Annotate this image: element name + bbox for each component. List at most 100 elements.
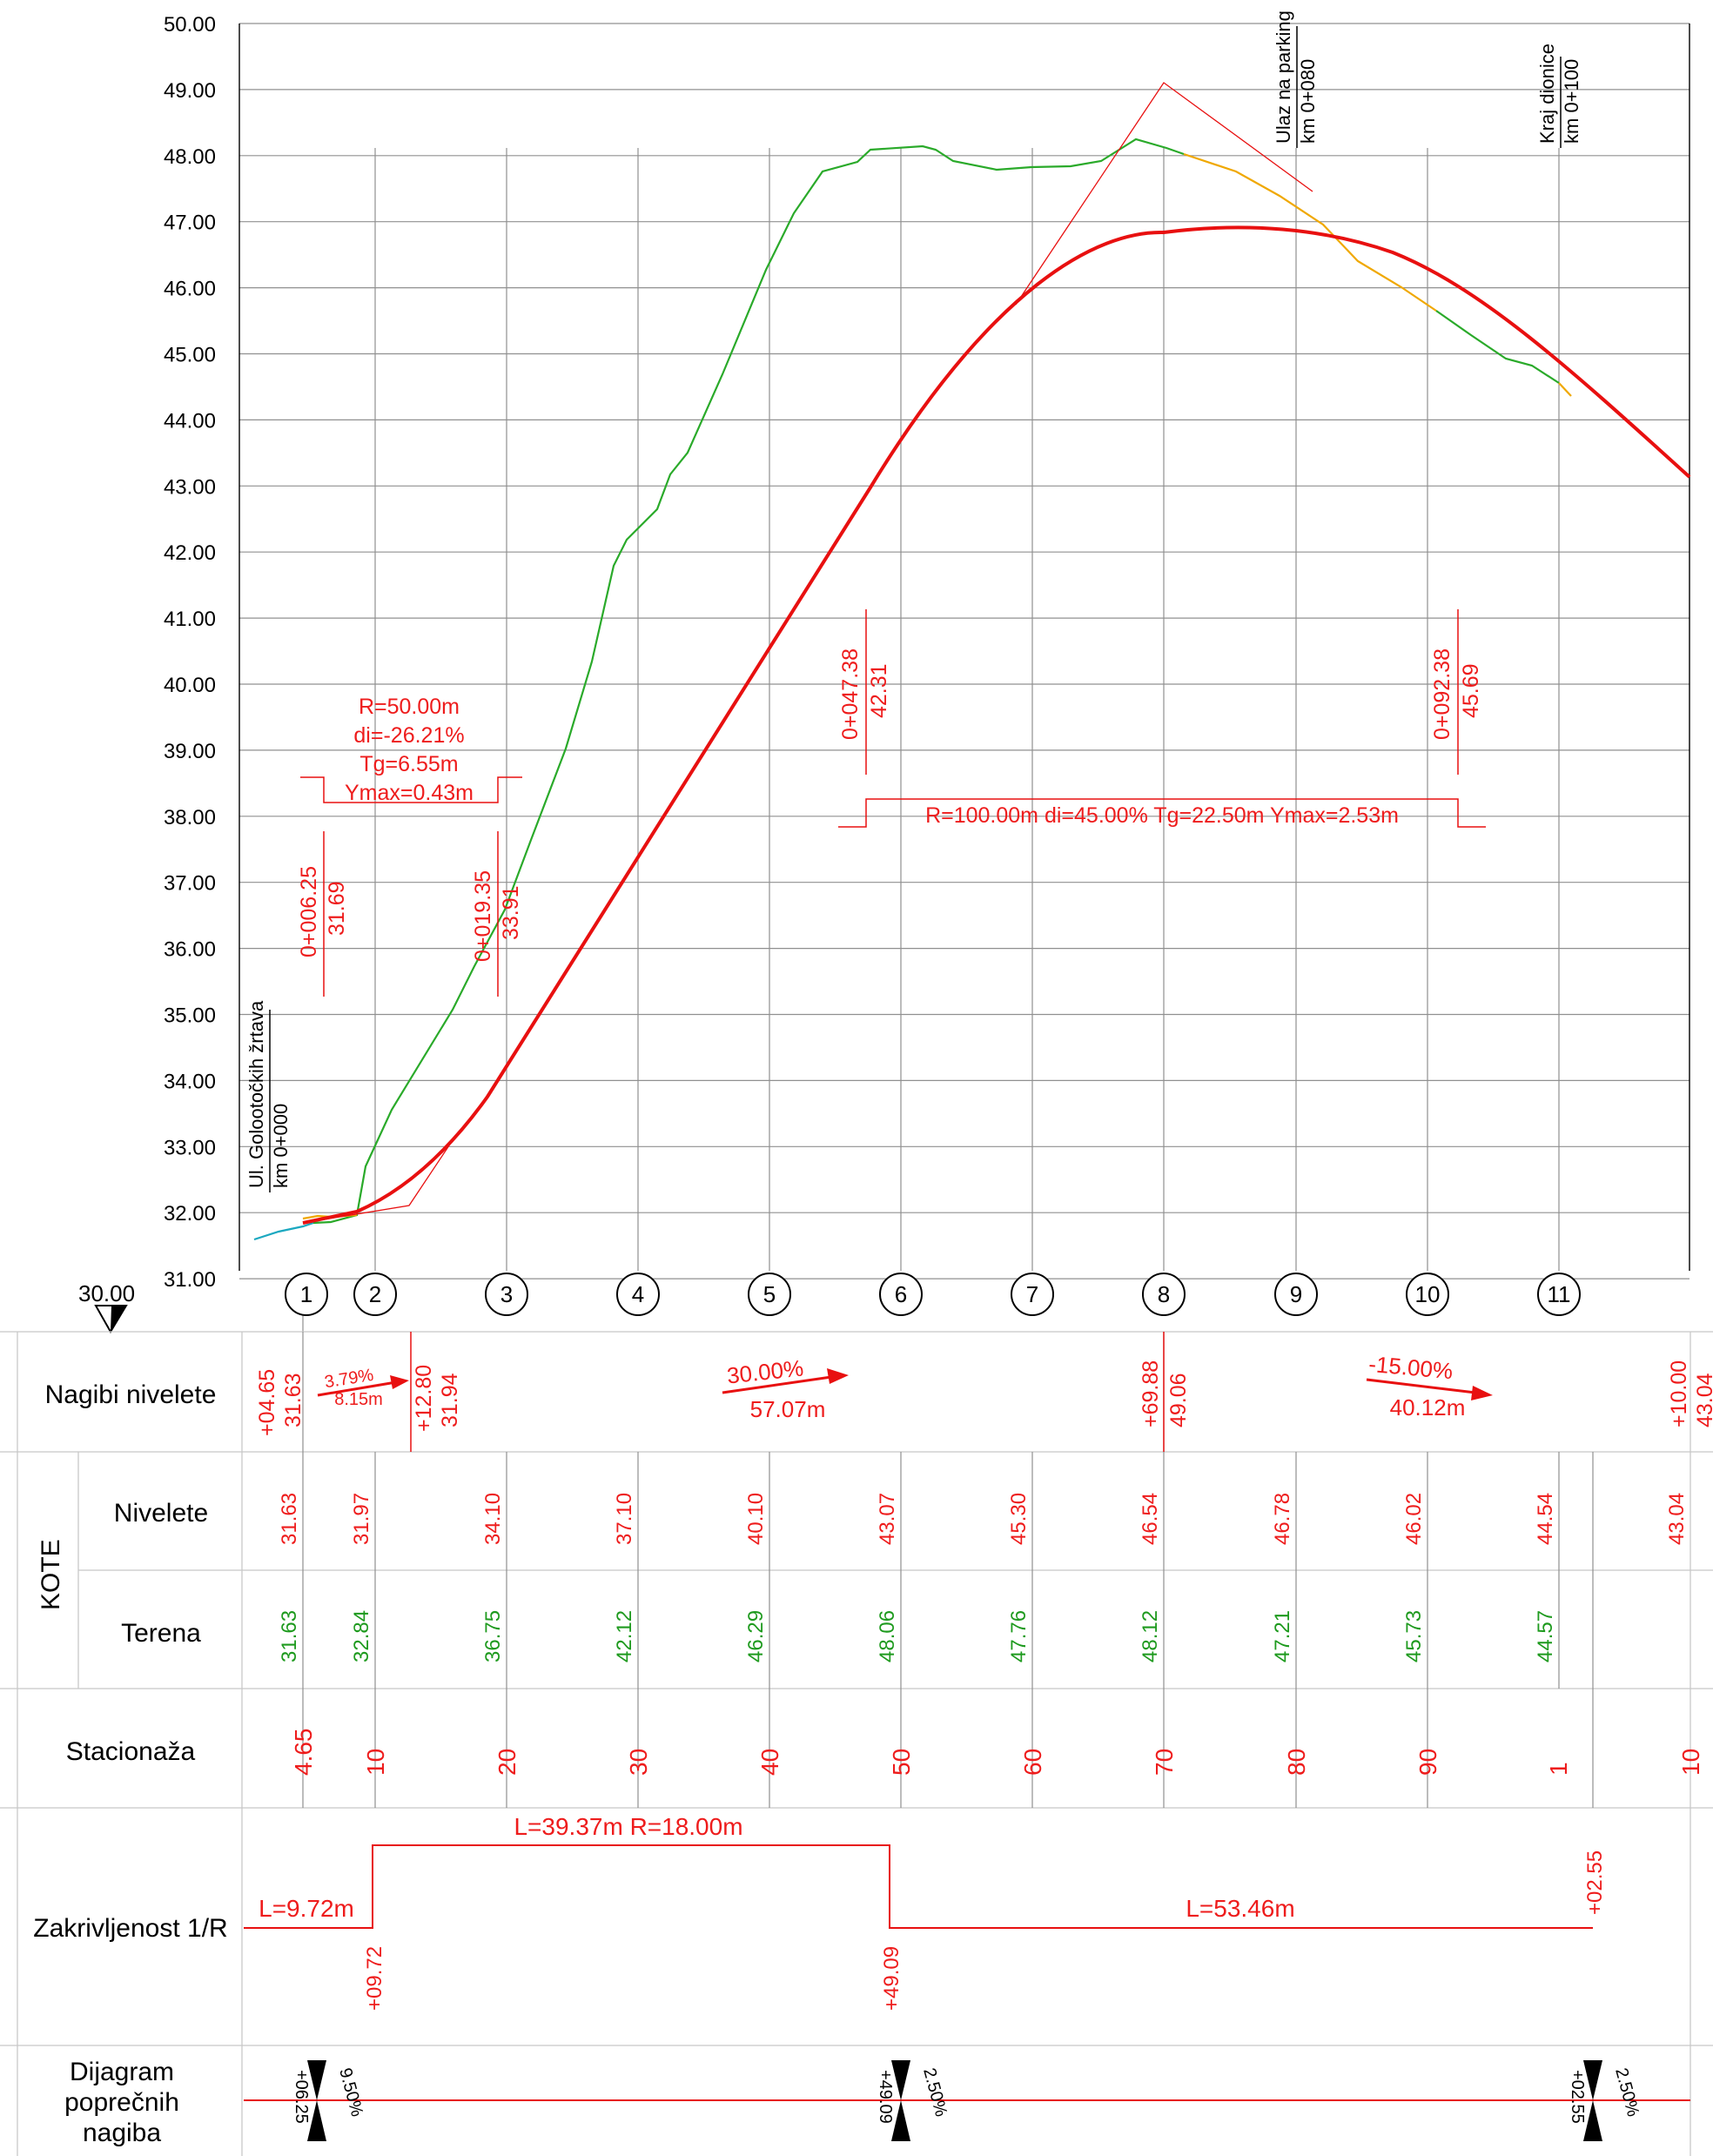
- parking-km-label: km 0+080: [1297, 59, 1319, 144]
- stacionaza-value: 60: [1019, 1749, 1046, 1776]
- kote-nivelete-value: 34.10: [481, 1493, 505, 1545]
- kote-nivelete-value: 44.54: [1534, 1493, 1557, 1545]
- start-annotation: Ul. Golootočkih žrtava km 0+000: [245, 1000, 292, 1192]
- row-label-dijagram-3: nagiba: [83, 2119, 161, 2147]
- profile-point-label: 11: [1548, 1281, 1571, 1307]
- profile-point-label: 4: [632, 1281, 644, 1307]
- vc2-start-elev: 42.31: [867, 663, 891, 718]
- elevation-tick-label: 39.00: [164, 740, 216, 763]
- crossfall-station-2: +49.09: [876, 2070, 895, 2124]
- profile-point-circle: [485, 1273, 528, 1316]
- elevation-tick-label: 34.00: [164, 1070, 216, 1093]
- stacionaza-value: 30: [625, 1749, 652, 1776]
- profile-point-label: 6: [895, 1281, 907, 1307]
- kote-terena-value: 32.84: [350, 1610, 373, 1662]
- kote-terena-value: 42.12: [613, 1610, 636, 1662]
- kote-nivelete-value: 40.10: [744, 1493, 768, 1545]
- profile-point-circle: [748, 1273, 791, 1316]
- parking-label: Ulaz na parking: [1273, 10, 1294, 144]
- station-gridlines: [302, 148, 1560, 1332]
- curvature-station-3: +02.55: [1583, 1850, 1607, 1915]
- kote-terena-value: 47.21: [1271, 1610, 1294, 1662]
- kote-nivelete-value: 46.02: [1402, 1493, 1426, 1545]
- vc2-start-station: 0+047.38: [838, 648, 863, 740]
- end-annotation: Kraj dionice km 0+100: [1536, 44, 1582, 148]
- row-label-dijagram-1: Dijagram: [70, 2058, 174, 2086]
- elevation-tick-label: 49.00: [164, 79, 216, 103]
- tangent-lines-2: [1015, 82, 1313, 306]
- kote-terena-values: 31.63 32.84 36.75 42.12 46.29 48.06 47.76 48.12…: [278, 1610, 1557, 1662]
- crossfall-pct-1: 9.50%: [335, 2066, 366, 2119]
- crossfall-diagram: +06.25 9.50% +49.09 2.50% +02.55 2.50%: [244, 2060, 1690, 2141]
- nagibi-elev-1: 31.63: [281, 1373, 306, 1427]
- nagibi-elev-3: 49.06: [1166, 1373, 1191, 1427]
- elevation-tick-label: 36.00: [164, 938, 216, 962]
- stacionaza-value: 10: [1677, 1749, 1704, 1776]
- nagibi-station-1: +04.65: [255, 1369, 279, 1436]
- start-street-label: Ul. Golootočkih žrtava: [245, 1000, 267, 1188]
- profile-point-label: 8: [1158, 1281, 1170, 1307]
- vc1-radius: R=50.00m: [359, 695, 460, 719]
- row-label-nivelete: Nivelete: [114, 1499, 208, 1528]
- stacionaza-value: 10: [362, 1749, 389, 1776]
- kote-terena-value: 31.63: [278, 1610, 301, 1662]
- row-label-dijagram-2: poprečnih: [64, 2088, 179, 2117]
- elevation-tick-label: 50.00: [164, 13, 216, 37]
- profile-point-circle: [1011, 1273, 1054, 1316]
- row-label-nagibi: Nagibi nivelete: [45, 1380, 217, 1409]
- grade-2-length: 57.07m: [750, 1396, 826, 1422]
- grade-3-percent: -15.00%: [1367, 1351, 1454, 1384]
- terrain-line-end-alt: [1558, 382, 1572, 397]
- terrain-line-start: [253, 1221, 314, 1241]
- terrain-line-alt-2: [1183, 152, 1437, 312]
- elevation-tick-label: 35.00: [164, 1004, 216, 1028]
- tangent-lines-1: [302, 1139, 453, 1224]
- nagibi-row: +04.65 31.63 +12.80 31.94 +69.88 49.06 +…: [255, 1332, 1713, 1452]
- datum-label: 30.00: [78, 1280, 135, 1306]
- profile-point-circle: [1537, 1273, 1581, 1316]
- vc1-end-elev: 33.91: [499, 885, 523, 940]
- profile-point-circle: [616, 1273, 660, 1316]
- vc1-di: di=-26.21%: [353, 723, 464, 748]
- elevation-tick-label: 38.00: [164, 806, 216, 829]
- kote-terena-value: 47.76: [1007, 1610, 1031, 1662]
- nagibi-station-3: +69.88: [1139, 1360, 1163, 1427]
- nagibi-station-4: +10.00: [1667, 1360, 1691, 1427]
- profile-point-label: 10: [1415, 1281, 1441, 1307]
- nagibi-station-2: +12.80: [412, 1365, 436, 1432]
- stacionaza-value: 4.65: [290, 1729, 317, 1777]
- profile-point-circle: [353, 1273, 397, 1316]
- kote-nivelete-value: 43.04: [1665, 1493, 1689, 1545]
- profile-point-circle: [285, 1273, 328, 1316]
- profile-point-circle: [879, 1273, 923, 1316]
- kote-terena-value: 48.12: [1139, 1610, 1162, 1662]
- profile-point-circle: [1274, 1273, 1318, 1316]
- curvature-diagram: L=9.72m L=39.37m R=18.00m L=53.46m +09.7…: [244, 1813, 1607, 2011]
- stacionaza-values: 4.65 10 20 30 40 50 60 70 80 90 1 10: [290, 1729, 1704, 1777]
- elevation-tick-label: 47.00: [164, 212, 216, 235]
- kote-terena-value: 36.75: [481, 1610, 505, 1662]
- elevation-tick-label: 44.00: [164, 409, 216, 433]
- elevation-tick-label: 40.00: [164, 674, 216, 697]
- design-grade-line: [302, 225, 1691, 1225]
- curvature-l1: L=9.72m: [259, 1895, 354, 1922]
- elevation-tick-label: 46.00: [164, 278, 216, 301]
- crossfall-pct-3: 2.50%: [1611, 2066, 1642, 2119]
- profile-point-label: 5: [763, 1281, 776, 1307]
- stacionaza-value: 80: [1283, 1749, 1310, 1776]
- horizontal-gridlines: [239, 23, 1689, 1279]
- row-label-stacionaza: Stacionaža: [66, 1737, 196, 1766]
- profile-point-label: 1: [300, 1281, 312, 1307]
- profile-point-circle: [1406, 1273, 1449, 1316]
- end-km-label: km 0+100: [1561, 59, 1582, 144]
- parking-annotation: Ulaz na parking km 0+080: [1273, 10, 1319, 148]
- kote-nivelete-value: 31.63: [278, 1493, 301, 1545]
- curvature-l3: L=53.46m: [1186, 1895, 1294, 1922]
- row-label-terena: Terena: [121, 1619, 201, 1648]
- curvature-station-2: +49.09: [880, 1946, 904, 2011]
- elevation-tick-label: 45.00: [164, 344, 216, 367]
- end-label: Kraj dionice: [1536, 44, 1558, 144]
- curvature-arc: L=39.37m R=18.00m: [514, 1813, 742, 1840]
- elevation-tick-label: 48.00: [164, 145, 216, 169]
